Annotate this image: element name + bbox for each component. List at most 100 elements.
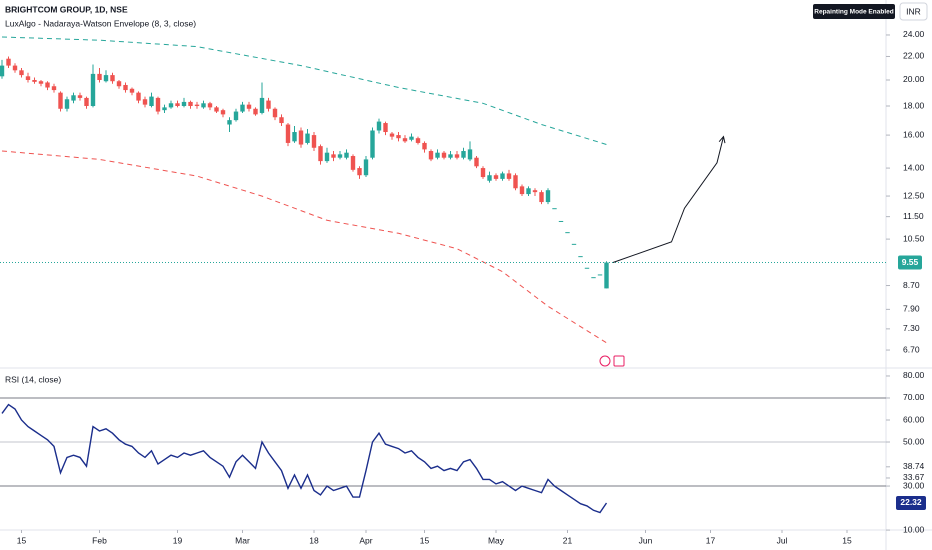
candle-body (207, 103, 213, 108)
x-tick-label: 15 (420, 535, 430, 545)
indicator-label: LuxAlgo - Nadaraya-Watson Envelope (8, 3… (5, 18, 196, 28)
candle-body (467, 149, 473, 160)
x-tick-label: May (488, 535, 505, 545)
candle-body (402, 138, 408, 142)
candle-body (311, 135, 317, 148)
y-tick-label: 60.00 (903, 414, 925, 424)
candle-body (246, 104, 252, 109)
candle-body (552, 208, 557, 210)
y-tick-label: 7.90 (903, 304, 920, 314)
candle-body (0, 65, 5, 77)
last-value-label: 22.32 (900, 497, 922, 507)
x-tick-label: Feb (92, 535, 107, 545)
candle-body (350, 156, 356, 170)
candle-body (155, 97, 161, 112)
candle-body (545, 190, 551, 203)
candle-body (90, 73, 96, 107)
rsi-line (1, 403, 608, 514)
candle-body (77, 95, 83, 98)
candle-body (45, 82, 50, 88)
candle-body (298, 130, 304, 145)
candle-body (597, 274, 603, 276)
candle-body (337, 154, 343, 158)
y-tick-label: 18.00 (903, 100, 925, 110)
candle-body (38, 81, 44, 84)
y-tick-label: 24.00 (903, 29, 925, 39)
candle-body (168, 103, 174, 108)
candle-body (129, 88, 135, 93)
x-tick-label: 15 (842, 535, 852, 545)
y-tick-label: 80.00 (903, 370, 925, 380)
candle-body (188, 101, 193, 107)
y-tick-label: 30.00 (903, 480, 925, 490)
x-tick-label: Mar (235, 535, 250, 545)
x-tick-label: 15 (17, 535, 27, 545)
candle-body (58, 92, 63, 109)
candle-body (558, 220, 564, 222)
candle-body (578, 256, 583, 258)
x-tick-label: Apr (359, 535, 372, 545)
candle-body (331, 154, 336, 158)
y-tick-label: 16.00 (903, 129, 925, 139)
last-value-badge (896, 495, 926, 510)
candle-body (19, 70, 24, 76)
candle-body (565, 232, 570, 234)
event-icon[interactable] (599, 355, 611, 367)
y-tick-label: 10.00 (903, 524, 925, 534)
envelope-line (1, 150, 607, 344)
candle-body (116, 81, 122, 87)
earnings-icon[interactable] (613, 355, 625, 367)
candle-body (214, 107, 219, 112)
candle-body (500, 173, 505, 179)
candle-body (571, 243, 577, 245)
chart-title: BRIGHTCOM GROUP, 1D, NSE (5, 4, 128, 14)
candle-body (526, 188, 531, 195)
currency[interactable]: INR (906, 6, 921, 16)
x-tick-label: 21 (563, 535, 573, 545)
candle-body (285, 124, 291, 143)
candle-body (370, 130, 375, 158)
badge-box (813, 4, 895, 19)
candle-body (292, 132, 297, 142)
candle-body (201, 103, 206, 108)
candle-body (461, 151, 466, 158)
candle-body (415, 138, 421, 143)
y-tick-label: 38.74 (903, 461, 925, 471)
x-tick-label: 18 (309, 535, 319, 545)
y-tick-label: 70.00 (903, 392, 925, 402)
y-tick-label: 6.70 (903, 344, 920, 354)
candle-body (383, 123, 388, 133)
candle-body (513, 175, 518, 189)
y-tick-label: 20.00 (903, 74, 925, 84)
candle-body (389, 133, 395, 137)
candle-body (584, 267, 590, 269)
candle-body (279, 117, 284, 124)
candle-body (71, 95, 76, 101)
candle-body (409, 136, 414, 140)
candle-body (396, 135, 401, 139)
candle-body (149, 96, 154, 107)
candle-body (97, 73, 102, 80)
x-tick-label: 17 (706, 535, 716, 545)
candle-body (51, 86, 57, 91)
candle-body (266, 100, 271, 109)
candle-body (220, 110, 226, 115)
candle-body (493, 175, 499, 179)
candle-body (474, 157, 479, 167)
candle-body (324, 152, 330, 162)
candle-body (84, 97, 89, 107)
candle-body (428, 151, 434, 160)
last-price-badge (898, 255, 922, 270)
last-price-label: 9.55 (902, 257, 919, 267)
candle-body (64, 99, 70, 109)
candle-body (422, 142, 427, 150)
candle-body (591, 277, 596, 279)
y-tick-label: 10.50 (903, 233, 925, 243)
candle-body (123, 84, 128, 91)
candle-body (272, 108, 278, 118)
currency-box[interactable] (899, 2, 928, 21)
candle-body (435, 152, 440, 158)
